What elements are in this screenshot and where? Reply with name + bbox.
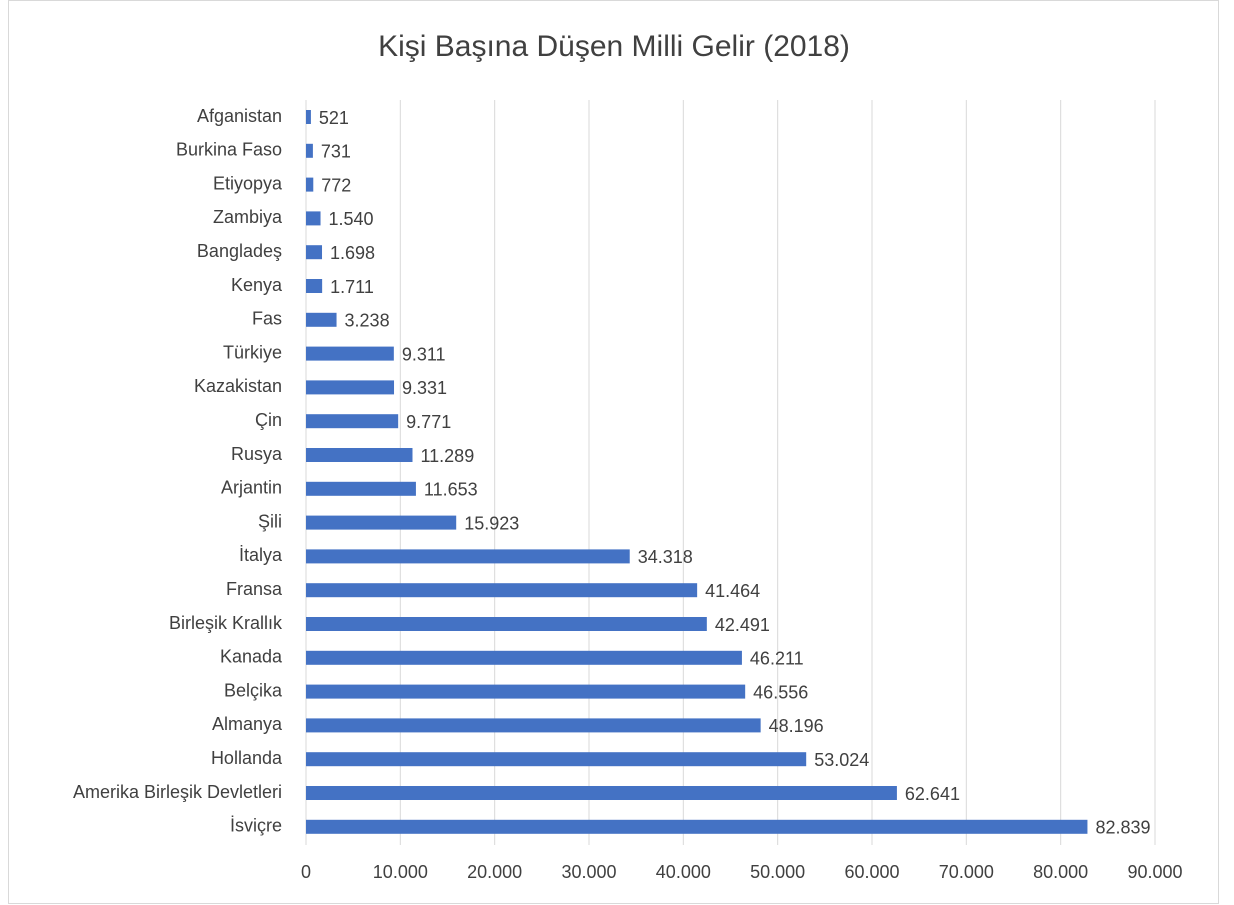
x-tick-label: 20.000 (467, 862, 522, 882)
y-tick-label: Türkiye (223, 342, 282, 362)
bar (306, 515, 457, 530)
x-tick-label: 70.000 (939, 862, 994, 882)
y-tick-label: Amerika Birleşik Devletleri (73, 782, 282, 802)
data-label: 9.771 (406, 412, 451, 432)
bar (306, 143, 313, 158)
data-label: 9.311 (402, 344, 446, 364)
bar (306, 177, 314, 192)
x-tick-label: 40.000 (656, 862, 711, 882)
bar (306, 481, 416, 496)
data-label: 41.464 (705, 581, 760, 601)
y-tick-label: Fas (252, 309, 282, 329)
data-label: 11.653 (424, 480, 478, 500)
data-label: 731 (321, 142, 351, 162)
bar (306, 346, 394, 361)
data-label: 46.556 (753, 682, 808, 702)
data-label: 62.641 (905, 784, 960, 804)
y-tick-label: Almanya (212, 714, 283, 734)
data-label: 46.211 (750, 649, 804, 669)
bar (306, 448, 413, 462)
y-tick-label: İsviçre (230, 816, 282, 836)
data-label: 15.923 (464, 513, 519, 533)
y-tick-label: Kazakistan (194, 376, 282, 396)
data-label: 53.024 (814, 750, 869, 770)
y-tick-label: Etiyopya (213, 173, 283, 193)
bar (306, 752, 807, 767)
y-tick-label: Bangladeş (197, 241, 282, 261)
y-tick-label: Çin (255, 410, 282, 430)
y-tick-label: Belçika (224, 680, 283, 700)
bar (306, 718, 761, 733)
y-tick-label: Hollanda (211, 748, 283, 768)
x-tick-label: 30.000 (561, 862, 616, 882)
data-label: 82.839 (1095, 818, 1150, 838)
data-label: 48.196 (769, 716, 824, 736)
x-tick-label: 60.000 (844, 862, 899, 882)
y-tick-label: Rusya (231, 444, 283, 464)
bar (306, 279, 323, 293)
y-tick-label: Afganistan (197, 106, 282, 126)
bar (306, 583, 698, 598)
bar (306, 211, 321, 226)
data-label: 1.540 (329, 209, 374, 229)
data-label: 3.238 (345, 311, 390, 331)
bar (306, 312, 337, 327)
chart-border (8, 0, 1219, 904)
data-label: 11.289 (420, 446, 474, 466)
y-tick-label: Birleşik Krallık (169, 613, 283, 633)
bar (306, 650, 742, 665)
x-tick-label: 0 (301, 862, 311, 882)
bar (306, 245, 323, 260)
bar (306, 380, 395, 395)
data-label: 521 (319, 108, 349, 128)
chart-title: Kişi Başına Düşen Milli Gelir (2018) (378, 30, 850, 63)
y-tick-label: Zambiya (213, 207, 283, 227)
y-tick-label: Kenya (231, 275, 283, 295)
data-label: 1.711 (330, 277, 374, 297)
y-tick-label: Arjantin (221, 478, 282, 498)
bar (306, 819, 1088, 834)
y-tick-label: İtalya (239, 545, 283, 565)
bar (306, 786, 897, 800)
bar (306, 414, 399, 429)
x-tick-label: 50.000 (750, 862, 805, 882)
data-label: 9.331 (402, 378, 447, 398)
bar (306, 617, 707, 631)
y-tick-label: Burkina Faso (176, 140, 282, 160)
y-tick-label: Şili (258, 511, 282, 531)
data-label: 34.318 (638, 547, 693, 567)
data-label: 772 (321, 175, 351, 195)
data-label: 42.491 (715, 615, 770, 635)
bar (306, 110, 311, 124)
x-tick-label: 90.000 (1127, 862, 1182, 882)
bar (306, 684, 746, 699)
x-tick-label: 10.000 (373, 862, 428, 882)
bar (306, 549, 630, 564)
y-tick-label: Kanada (220, 647, 283, 667)
y-tick-label: Fransa (226, 579, 283, 599)
data-label: 1.698 (330, 243, 375, 263)
x-tick-label: 80.000 (1033, 862, 1088, 882)
